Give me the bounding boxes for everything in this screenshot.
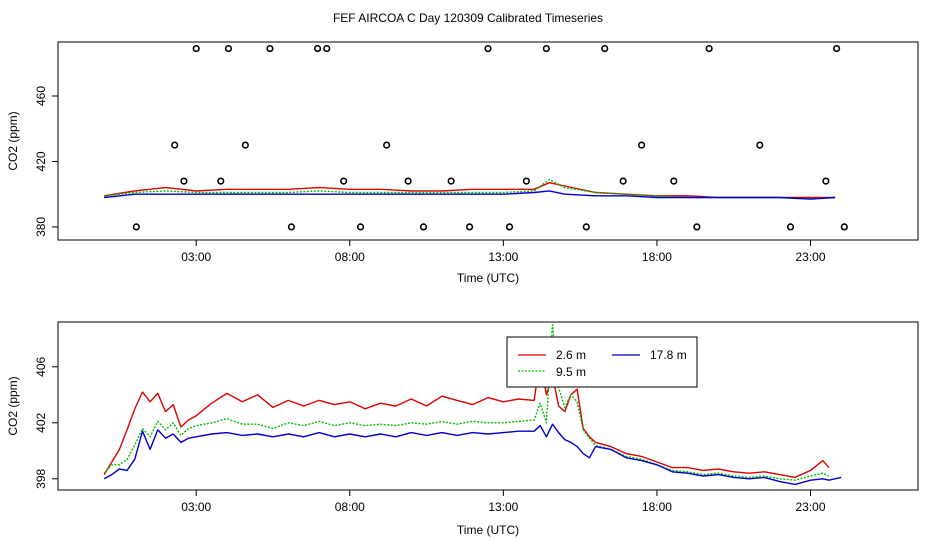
- scatter-point: [465, 223, 474, 231]
- bottom-series-line-1: [103, 324, 830, 481]
- top-y-tick-label: 460: [34, 86, 48, 106]
- top-scatter-points: [132, 44, 848, 231]
- bottom-series-lines: [103, 324, 842, 486]
- scatter-point: [217, 177, 225, 185]
- top-y-tick-label: 380: [34, 217, 48, 237]
- scatter-point: [670, 177, 678, 185]
- bottom-y-axis-label: CO2 (ppm): [6, 376, 20, 435]
- scatter-point: [601, 44, 609, 53]
- bottom-y-tick-label: 398: [34, 468, 48, 488]
- bottom-series-line-0: [103, 357, 830, 479]
- scatter-point: [266, 44, 274, 53]
- scatter-point: [484, 44, 492, 53]
- legend: 2.6 m 9.5 m 17.8 m: [506, 336, 698, 388]
- scatter-point: [192, 44, 200, 53]
- scatter-point: [171, 141, 179, 149]
- top-x-tick-label: 23:00: [795, 250, 825, 264]
- scatter-point: [693, 223, 701, 231]
- scatter-point: [786, 223, 795, 231]
- scatter-point: [224, 44, 233, 53]
- scatter-point: [340, 177, 348, 185]
- scatter-point: [404, 177, 412, 185]
- top-series-lines: [103, 178, 836, 200]
- top-panel: 03:00 08:00 13:00 18:00 23:00 380 420 460 Time…: [6, 41, 919, 285]
- scatter-point: [447, 177, 455, 185]
- top-x-tick-label: 13:00: [488, 250, 518, 264]
- scatter-point: [582, 223, 590, 231]
- bottom-y-tick-label: 406: [34, 356, 48, 376]
- scatter-point: [756, 141, 764, 149]
- top-y-tick-label: 420: [34, 151, 48, 171]
- bottom-y-tick-label: 402: [34, 412, 48, 432]
- legend-label-17-8m: 17.8 m: [650, 348, 687, 362]
- scatter-point: [542, 44, 550, 53]
- top-x-tick-label: 08:00: [335, 250, 365, 264]
- scatter-point: [287, 223, 296, 231]
- scatter-point: [323, 44, 331, 53]
- top-y-axis-label: CO2 (ppm): [6, 111, 20, 170]
- scatter-point: [522, 177, 530, 185]
- scatter-point: [132, 223, 140, 231]
- bottom-x-tick-label: 13:00: [488, 500, 518, 514]
- bottom-x-tick-label: 08:00: [335, 500, 365, 514]
- top-x-tick-label: 18:00: [642, 250, 672, 264]
- scatter-point: [705, 44, 713, 53]
- bottom-x-axis: 03:00 08:00 13:00 18:00 23:00: [181, 490, 826, 514]
- top-x-tick-label: 03:00: [181, 250, 211, 264]
- bottom-series-line-2: [103, 423, 842, 486]
- scatter-point: [840, 223, 848, 231]
- scatter-point: [822, 177, 830, 185]
- bottom-y-axis: 398 402 406: [34, 356, 58, 489]
- scatter-point: [419, 223, 428, 231]
- bottom-x-tick-label: 23:00: [795, 500, 825, 514]
- scatter-point: [180, 177, 188, 185]
- top-x-axis-label: Time (UTC): [457, 271, 519, 285]
- bottom-x-axis-label: Time (UTC): [457, 523, 519, 537]
- top-series-line-0: [103, 181, 836, 199]
- scatter-point: [241, 141, 249, 149]
- top-series-line-2: [104, 190, 836, 200]
- scatter-point: [313, 44, 322, 53]
- legend-box: [506, 336, 698, 388]
- bottom-x-tick-label: 18:00: [642, 500, 672, 514]
- scatter-point: [833, 44, 841, 53]
- top-x-axis: 03:00 08:00 13:00 18:00 23:00: [181, 240, 826, 264]
- bottom-x-tick-label: 03:00: [181, 500, 211, 514]
- scatter-point: [637, 141, 646, 149]
- bottom-plot-frame: [57, 321, 919, 491]
- scatter-point: [505, 223, 514, 231]
- top-y-axis: 380 420 460: [34, 86, 58, 237]
- top-plot-frame: [57, 41, 919, 241]
- scatter-point: [383, 141, 391, 149]
- bottom-panel: 03:00 08:00 13:00 18:00 23:00 398 402 406 Time…: [6, 321, 919, 537]
- chart-title: FEF AIRCOA C Day 120309 Calibrated Times…: [333, 11, 603, 25]
- scatter-point: [356, 223, 365, 231]
- legend-label-9-5m: 9.5 m: [556, 365, 586, 379]
- legend-label-2-6m: 2.6 m: [556, 348, 586, 362]
- scatter-point: [619, 177, 627, 185]
